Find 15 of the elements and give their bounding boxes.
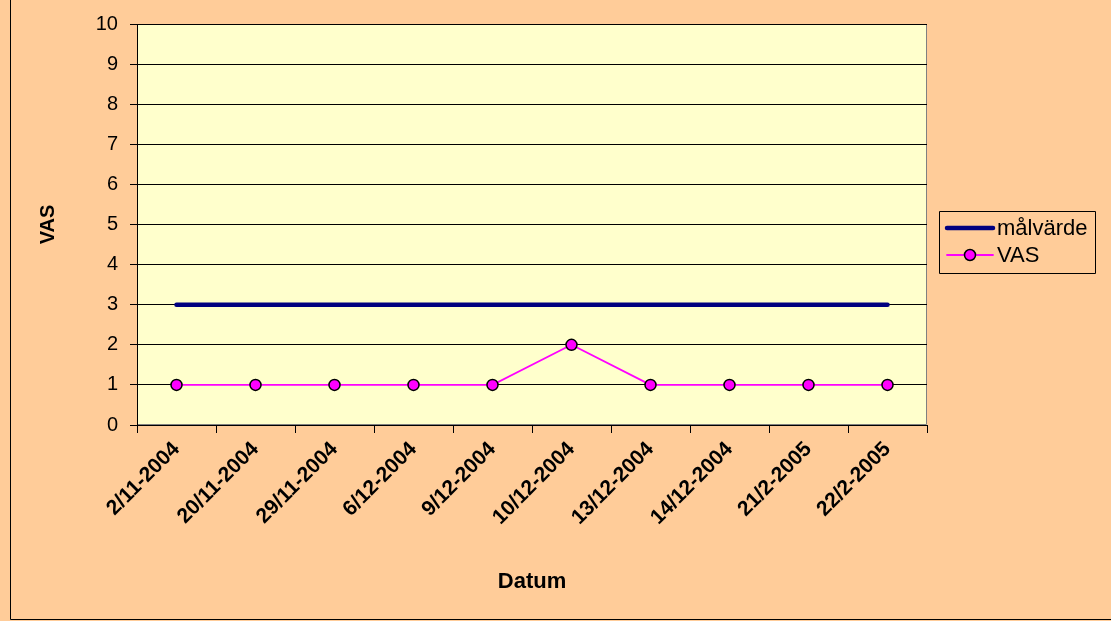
y-tick-label: 7 bbox=[106, 131, 118, 154]
y-tick-label: 4 bbox=[106, 252, 118, 275]
y-tick-label: 5 bbox=[106, 212, 118, 235]
y-tick-label: 8 bbox=[106, 91, 118, 114]
x-axis-title: Datum bbox=[497, 567, 567, 593]
y-axis-title: VAS bbox=[35, 204, 58, 245]
y-tick-label: 2 bbox=[106, 332, 118, 355]
y-tick-label: 10 bbox=[95, 11, 118, 34]
y-tick-label: 6 bbox=[106, 171, 118, 194]
legend-label: VAS bbox=[997, 242, 1040, 268]
y-tick-label: 3 bbox=[106, 292, 118, 315]
y-tick-label: 1 bbox=[106, 372, 118, 395]
legend-label: målvärde bbox=[997, 215, 1088, 241]
y-tick-label: 0 bbox=[106, 412, 118, 435]
y-tick-label: 9 bbox=[106, 51, 118, 74]
